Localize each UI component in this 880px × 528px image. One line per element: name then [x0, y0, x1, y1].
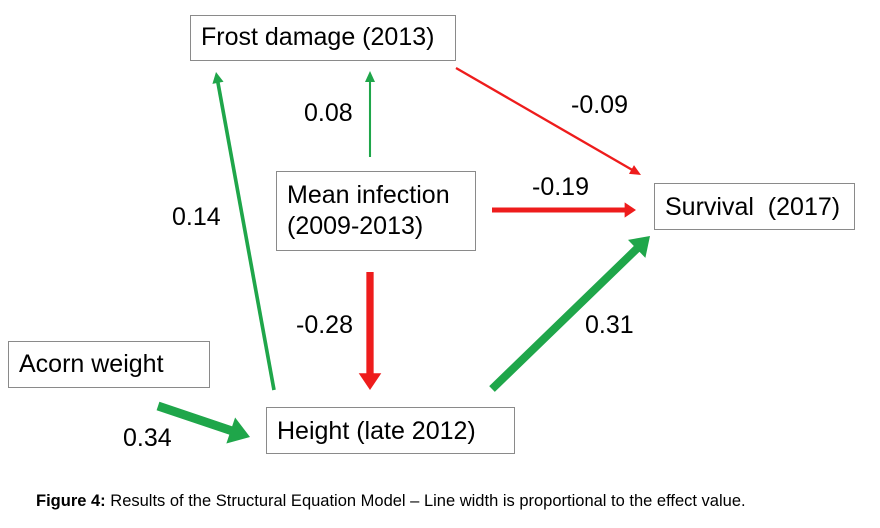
- node-frost-damage-label: Frost damage (2013): [201, 23, 435, 51]
- arrow-mean-to-survival-head: [624, 202, 636, 218]
- caption-label: Figure 4:: [36, 492, 106, 510]
- edge-label-mean-to-frost: 0.08: [304, 99, 353, 127]
- node-height: Height (late 2012): [266, 407, 515, 454]
- node-acorn-weight-label: Acorn weight: [19, 350, 164, 378]
- arrow-acorn-to-height-head: [226, 417, 250, 444]
- edge-label-acorn-to-height: 0.34: [123, 424, 172, 452]
- node-acorn-weight: Acorn weight: [8, 341, 210, 388]
- arrow-height-to-survival-shaft: [489, 245, 641, 392]
- node-survival-label: Survival (2017): [665, 193, 841, 221]
- node-height-label: Height (late 2012): [277, 417, 476, 445]
- edge-label-height-to-frost: 0.14: [172, 203, 221, 231]
- node-mean-infection: Mean infection (2009-2013): [276, 171, 476, 251]
- arrow-mean-to-height-head: [358, 373, 382, 390]
- arrow-height-to-frost-head: [212, 72, 224, 84]
- edge-label-mean-to-height: -0.28: [296, 311, 353, 339]
- arrow-height-to-survival-head: [627, 236, 650, 258]
- arrow-frost-to-survival-shaft: [455, 66, 633, 172]
- arrow-mean-to-frost-head: [365, 71, 375, 82]
- node-survival: Survival (2017): [654, 183, 855, 230]
- caption-text: Results of the Structural Equation Model…: [105, 492, 746, 510]
- arrow-height-to-frost-shaft: [216, 81, 276, 391]
- edge-label-height-to-survival: 0.31: [585, 311, 634, 339]
- node-mean-infection-label-line1: Mean infection: [287, 181, 450, 209]
- arrow-frost-to-survival-head: [628, 165, 641, 175]
- edge-label-mean-to-survival: -0.19: [532, 173, 589, 201]
- arrow-acorn-to-height-shaft: [156, 401, 234, 436]
- node-mean-infection-label-line2: (2009-2013): [287, 212, 424, 240]
- figure-caption: Figure 4: Results of the Structural Equa…: [36, 492, 746, 511]
- node-frost-damage: Frost damage (2013): [190, 15, 456, 61]
- edge-label-frost-to-survival: -0.09: [571, 91, 628, 119]
